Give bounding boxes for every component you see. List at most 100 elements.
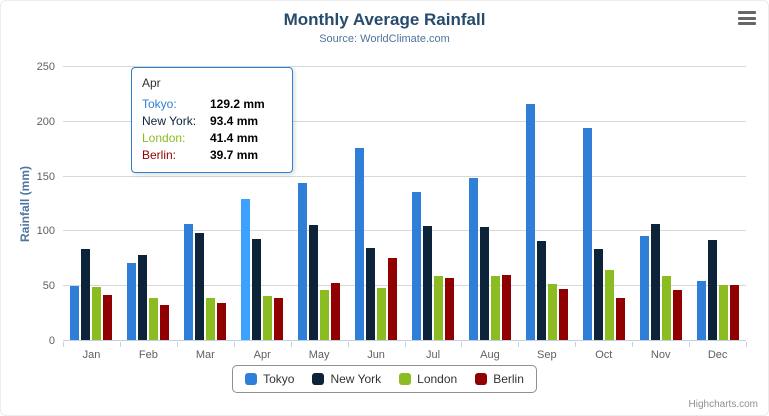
bar-tokyo-dec[interactable] (696, 281, 706, 341)
bar-new-york-jul[interactable] (422, 225, 432, 341)
x-axis-label-may: May (308, 349, 330, 361)
bar-tokyo-may[interactable] (298, 183, 308, 341)
bar-tokyo-jul[interactable] (411, 192, 421, 341)
chart-title: Monthly Average Rainfall (283, 10, 486, 29)
bar-london-may[interactable] (320, 289, 330, 341)
y-axis-label: 200 (36, 115, 55, 128)
legend-label-new-york: New York (330, 372, 382, 386)
x-axis-tick (119, 342, 121, 347)
bar-group-jul (405, 67, 462, 341)
gridline (63, 175, 746, 177)
x-axis-tick (518, 342, 520, 347)
bar-berlin-dec[interactable] (729, 285, 739, 341)
legend-label-berlin: Berlin (493, 372, 524, 386)
y-axis-labels: 0 50 100 150 200 250 (1, 61, 55, 347)
legend-label-london: London (417, 372, 458, 386)
bar-new-york-mar[interactable] (195, 233, 205, 341)
legend-item-tokyo[interactable]: Tokyo (245, 372, 294, 386)
bar-tokyo-nov[interactable] (639, 236, 649, 341)
chart-subtitle: Source: WorldClimate.com (319, 33, 450, 45)
bar-berlin-feb[interactable] (160, 304, 170, 341)
bar-new-york-dec[interactable] (707, 239, 717, 341)
bar-tokyo-mar[interactable] (184, 224, 194, 341)
bar-london-jul[interactable] (433, 276, 443, 341)
legend-swatch-tokyo (245, 373, 258, 385)
bar-tokyo-feb[interactable] (127, 262, 137, 341)
tooltip-row-london: London: 41.4 mm (142, 130, 282, 147)
y-axis-label: 100 (36, 225, 55, 238)
x-axis-tick (290, 342, 292, 347)
bar-berlin-jan[interactable] (103, 294, 113, 341)
hamburger-line (738, 11, 756, 14)
bar-new-york-oct[interactable] (593, 249, 603, 341)
bar-london-mar[interactable] (206, 297, 216, 341)
bar-new-york-apr[interactable] (252, 238, 262, 341)
bar-group-nov (632, 67, 689, 341)
tooltip-series-name: London: (142, 131, 186, 145)
bar-london-apr[interactable] (263, 295, 273, 341)
bar-london-oct[interactable] (604, 269, 614, 341)
x-axis-label-jun: Jun (367, 349, 385, 361)
bar-new-york-feb[interactable] (138, 254, 148, 341)
x-axis-label-aug: Aug (480, 349, 500, 361)
tooltip-row-tokyo: Tokyo: 129.2 mm (142, 96, 282, 113)
tooltip-header: Apr (142, 76, 161, 90)
bar-tokyo-aug[interactable] (468, 178, 478, 341)
legend-item-london[interactable]: London (399, 372, 457, 386)
bar-new-york-may[interactable] (309, 224, 319, 341)
gridline (63, 230, 746, 232)
legend-item-berlin[interactable]: Berlin (475, 372, 524, 386)
gridline (63, 66, 746, 67)
tooltip-series-value: 39.7 mm (210, 148, 259, 162)
bar-berlin-nov[interactable] (672, 289, 682, 341)
legend-swatch-london (399, 373, 412, 385)
bar-london-feb[interactable] (149, 298, 159, 341)
bar-london-nov[interactable] (661, 276, 671, 341)
bar-group-aug (461, 67, 518, 341)
bar-new-york-jun[interactable] (366, 248, 376, 341)
x-axis-label-mar: Mar (195, 349, 215, 361)
bar-berlin-mar[interactable] (217, 303, 227, 341)
bar-tokyo-jan[interactable] (70, 286, 80, 341)
bar-tokyo-sep[interactable] (525, 103, 535, 341)
bar-berlin-oct[interactable] (615, 298, 625, 341)
bar-london-sep[interactable] (547, 283, 557, 341)
bar-group-sep (518, 67, 575, 341)
tooltip-series-name: New York: (142, 114, 197, 128)
x-axis-label-sep: Sep (537, 349, 557, 361)
bar-london-jun[interactable] (377, 288, 387, 341)
bar-new-york-jan[interactable] (81, 249, 91, 341)
x-axis-label-jan: Jan (82, 349, 101, 361)
x-axis-tick (63, 342, 64, 347)
bar-berlin-sep[interactable] (558, 288, 568, 341)
bar-tokyo-apr[interactable] (241, 199, 251, 341)
bar-tokyo-oct[interactable] (582, 128, 592, 341)
bar-berlin-apr[interactable] (274, 297, 284, 341)
bar-group-mar (177, 67, 234, 341)
bar-new-york-nov[interactable] (650, 224, 660, 341)
tooltip-series-name: Tokyo: (142, 97, 177, 111)
tooltip-series-value: 129.2 mm (210, 97, 265, 111)
legend-item-new-york[interactable]: New York (312, 372, 381, 386)
x-axis-tick (404, 342, 406, 347)
bar-london-dec[interactable] (718, 284, 728, 341)
bar-berlin-jul[interactable] (444, 278, 454, 341)
x-axis-tick (632, 342, 634, 347)
bar-berlin-aug[interactable] (501, 274, 511, 341)
bar-london-jan[interactable] (92, 287, 102, 341)
bar-group-dec (689, 67, 746, 341)
bar-new-york-aug[interactable] (479, 226, 489, 341)
x-axis-label-feb: Feb (138, 349, 158, 361)
x-axis-tick (689, 342, 691, 347)
bar-london-aug[interactable] (490, 275, 500, 341)
bar-berlin-may[interactable] (331, 283, 341, 341)
credits-link[interactable]: Highcharts.com (688, 399, 758, 410)
bar-tokyo-jun[interactable] (355, 148, 365, 341)
bar-berlin-jun[interactable] (388, 258, 398, 341)
x-axis-tick (347, 342, 349, 347)
export-menu-icon[interactable] (738, 11, 756, 25)
legend-swatch-berlin (475, 373, 488, 385)
legend-label-tokyo: Tokyo (263, 372, 295, 386)
bar-new-york-sep[interactable] (536, 241, 546, 341)
bar-group-may (291, 67, 348, 341)
